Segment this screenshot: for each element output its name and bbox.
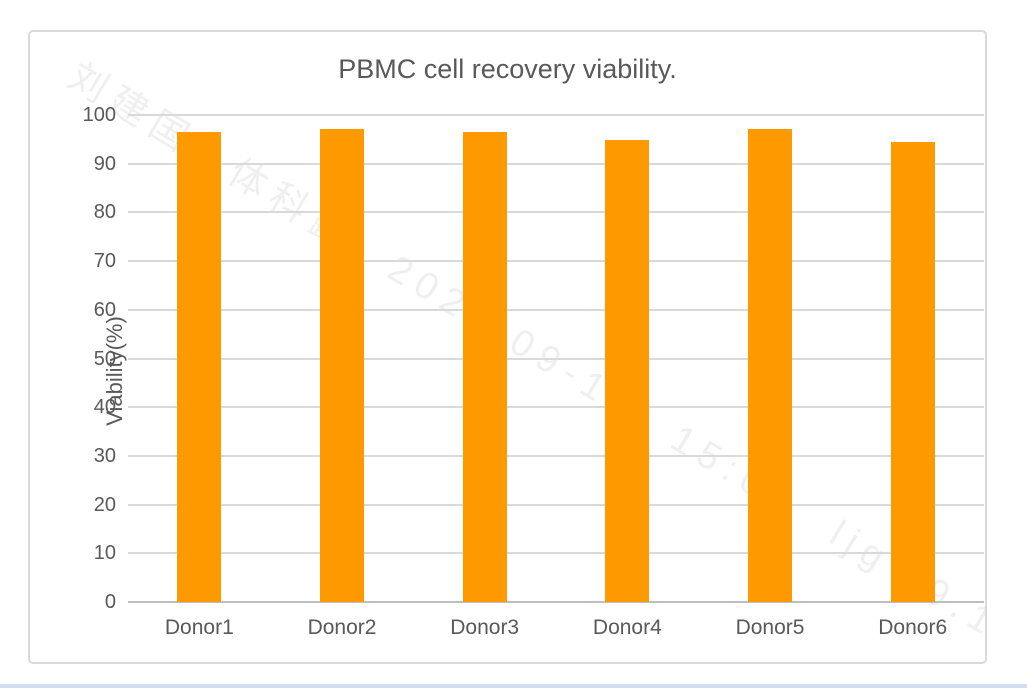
y-tick-label-10: 10: [93, 542, 116, 565]
plot-area: 0 10 20 30 40 50 60 70 80 90 100: [83, 105, 984, 612]
gridline-60: [128, 308, 984, 311]
x-label-donor2: Donor2: [307, 616, 377, 639]
gridline-0: [128, 601, 984, 603]
y-tick-label-90: 90: [93, 152, 116, 175]
x-label-donor3: Donor3: [450, 616, 520, 639]
bar-donor1: [177, 132, 222, 602]
gridline-50: [128, 357, 984, 360]
x-label-donor6: Donor6: [878, 616, 948, 639]
bar-donor5: [748, 128, 793, 602]
chart-card: 刘建国 体科露 2024-09-19 15:07 ljg 9.16.1 PBMC…: [28, 30, 987, 664]
bottom-accent-line: [0, 684, 1027, 688]
y-tick-label-100: 100: [82, 104, 116, 126]
y-tick-label-80: 80: [93, 201, 116, 224]
y-tick-label-30: 30: [93, 444, 116, 467]
gridline-90: [128, 162, 984, 165]
bar-slot-donor3: [413, 115, 556, 602]
bar-donor6: [890, 142, 935, 602]
x-label-donor1: Donor1: [164, 616, 234, 639]
chart-title: PBMC cell recovery viability.: [338, 54, 677, 84]
y-tick-label-0: 0: [104, 591, 116, 613]
y-tick-label-60: 60: [93, 298, 116, 321]
bar-slot-donor1: [128, 115, 271, 602]
x-label-donor5: Donor5: [735, 616, 805, 639]
bar-slot-donor5: [699, 115, 842, 602]
bar-slot-donor2: [271, 115, 414, 602]
gridline-100: [128, 114, 984, 116]
bar-donor3: [462, 132, 507, 602]
x-axis-labels-row: Donor1 Donor2 Donor3 Donor4 Donor5 Donor6: [128, 616, 984, 640]
gridline-10: [128, 552, 984, 555]
bars-row: [128, 115, 984, 602]
y-tick-label-70: 70: [93, 250, 116, 273]
gridline-20: [128, 503, 984, 506]
bar-slot-donor6: [841, 115, 984, 602]
gridline-80: [128, 211, 984, 214]
y-tick-label-50: 50: [93, 347, 116, 370]
y-tick-label-40: 40: [93, 396, 116, 419]
bar-donor4: [605, 140, 650, 602]
gridline-40: [128, 406, 984, 409]
bar-slot-donor4: [556, 115, 699, 602]
gridline-70: [128, 260, 984, 263]
bar-donor2: [320, 128, 364, 602]
y-tick-label-20: 20: [93, 493, 116, 516]
x-label-donor4: Donor4: [592, 616, 662, 639]
gridline-30: [128, 454, 984, 457]
